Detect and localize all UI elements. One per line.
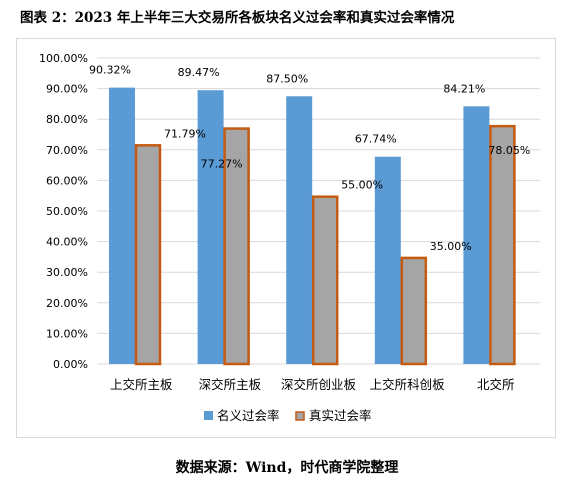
y-tick-label: 90.00% (46, 83, 88, 96)
bar-nominal-rate (109, 87, 135, 365)
data-label-nominal: 67.74% (355, 133, 397, 146)
bar-real-rate (134, 144, 162, 366)
data-label-real: 77.27% (201, 158, 243, 171)
legend-swatch-nominal (204, 411, 213, 420)
bar-real-rate (223, 127, 250, 366)
y-tick-label: 70.00% (46, 144, 88, 157)
data-label-nominal: 89.47% (178, 66, 220, 79)
x-tick-label: 北交所 (477, 377, 515, 392)
legend-label-nominal: 名义过会率 (217, 408, 280, 423)
bar-nominal-rate (463, 106, 490, 365)
x-tick-label: 深交所主板 (199, 377, 262, 392)
y-tick-label: 10.00% (46, 327, 88, 340)
y-tick-label: 100.00% (39, 52, 88, 65)
bar-nominal-rate (197, 90, 224, 364)
y-tick-label: 0.00% (53, 358, 88, 371)
bar-chart: 0.00% 10.00% 20.00% 30.00% 40.00% 50.00% 60.00… (39, 52, 540, 423)
chart-title: 图表 2：2023 年上半年三大交易所各板块名义过会率和真实过会率情况 (20, 10, 455, 26)
bar-real-rate (311, 195, 339, 366)
chart-frame: 0.00% 10.00% 20.00% 30.00% 40.00% 50.00% 60.00… (16, 38, 556, 438)
bar-real-rate (489, 124, 516, 366)
y-tick-label: 40.00% (46, 236, 88, 249)
data-label-real: 35.00% (430, 240, 472, 253)
data-label-nominal: 87.50% (266, 72, 308, 85)
y-tick-label: 80.00% (46, 113, 88, 126)
data-label-nominal: 90.32% (89, 64, 131, 77)
y-tick-label: 60.00% (46, 174, 88, 187)
y-tick-label: 30.00% (46, 266, 88, 279)
legend-label-real: 真实过会率 (309, 408, 372, 423)
y-tick-label: 50.00% (46, 205, 88, 218)
data-label-nominal: 84.21% (443, 82, 485, 95)
bar-nominal-rate (286, 96, 313, 364)
data-label-real: 55.00% (341, 179, 383, 192)
data-label-real: 71.79% (164, 127, 206, 140)
bar-real-rate (400, 256, 428, 366)
x-tick-label: 上交所科创板 (370, 377, 446, 392)
x-tick-label: 深交所创业板 (281, 377, 357, 392)
data-source-note: 数据来源：Wind，时代商学院整理 (175, 460, 399, 476)
legend-swatch-real (295, 411, 305, 421)
data-label-real: 78.05% (488, 144, 530, 157)
bar-nominal-rate (374, 156, 401, 364)
x-tick-label: 上交所主板 (110, 377, 173, 392)
y-tick-label: 20.00% (46, 297, 88, 310)
